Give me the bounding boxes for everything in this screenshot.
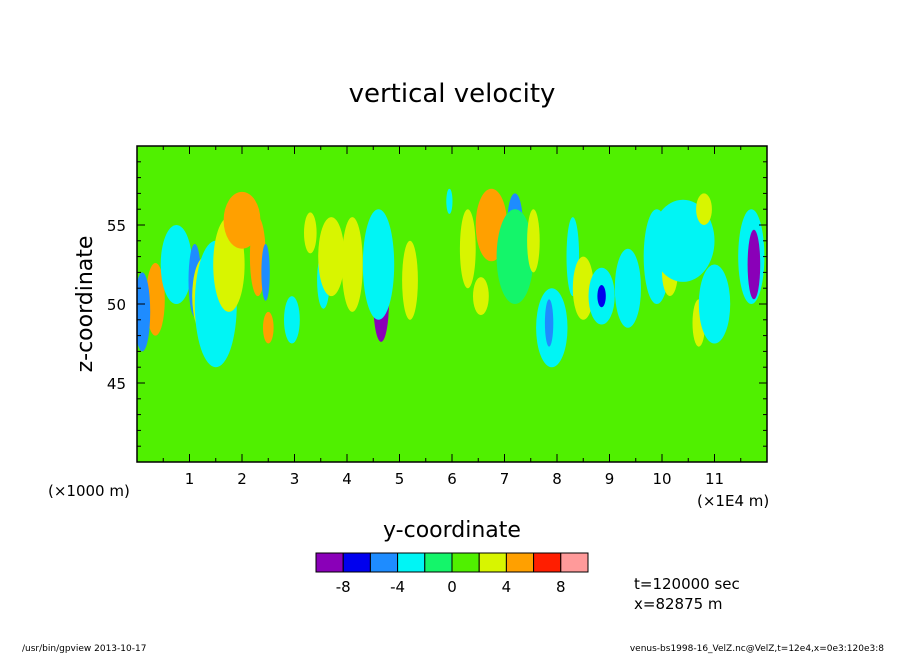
x-tick-label: 10 xyxy=(652,470,671,488)
field-feature-9 xyxy=(261,244,270,301)
field-feature-29 xyxy=(572,256,594,320)
field-feature-2 xyxy=(160,225,193,304)
footer-right: venus-bs1998-16_VelZ.nc@VelZ,t=12e4,x=0e… xyxy=(630,644,884,654)
field-feature-41 xyxy=(747,229,761,300)
x-unit-label: (×1E4 m) xyxy=(697,492,769,510)
field-feature-39 xyxy=(698,264,731,344)
field-feature-18 xyxy=(402,240,418,320)
colorbar-swatch xyxy=(560,552,589,573)
x-tick-label: 9 xyxy=(605,470,615,488)
position-label: x=82875 m xyxy=(634,595,723,613)
field-feature-12 xyxy=(304,212,317,254)
x-tick-label: 8 xyxy=(552,470,562,488)
field-feature-32 xyxy=(614,248,642,328)
y-tick-label: 55 xyxy=(107,217,126,235)
field-feature-31 xyxy=(597,285,606,308)
field-feature-38 xyxy=(696,193,712,225)
field-feature-15 xyxy=(341,217,363,312)
colorbar-swatch xyxy=(533,552,562,573)
y-tick-label: 45 xyxy=(107,375,126,393)
field-feature-1 xyxy=(137,272,151,352)
colorbar-swatch xyxy=(505,552,535,573)
colorbar-label: 0 xyxy=(447,578,457,596)
plot-area xyxy=(136,145,768,463)
field-feature-17 xyxy=(362,209,395,320)
y-tick-label: 50 xyxy=(107,296,126,314)
x-tick-label: 11 xyxy=(705,470,724,488)
colorbar-swatch xyxy=(478,552,507,573)
y-axis-title: z-coordinate xyxy=(73,236,98,373)
field-feature-10 xyxy=(263,311,274,344)
field-feature-7 xyxy=(223,191,261,249)
colorbar-swatch xyxy=(315,552,344,573)
field-feature-14 xyxy=(318,217,345,297)
field-feature-24 xyxy=(496,209,534,304)
colorbar-swatch xyxy=(424,552,453,573)
x-tick-label: 4 xyxy=(342,470,352,488)
field-feature-19 xyxy=(446,188,453,214)
footer-left: /usr/bin/gpview 2013-10-17 xyxy=(22,644,146,654)
x-tick-label: 3 xyxy=(290,470,300,488)
field-feature-21 xyxy=(473,277,489,316)
field-feature-25 xyxy=(527,209,540,273)
colorbar-swatch xyxy=(397,552,426,573)
field-feature-27 xyxy=(544,299,554,347)
chart-title: vertical velocity xyxy=(349,79,556,109)
x-tick-label: 7 xyxy=(500,470,510,488)
colorbar-label: -4 xyxy=(390,578,405,596)
x-tick-label: 6 xyxy=(447,470,457,488)
colorbar-label: -8 xyxy=(336,578,351,596)
x-tick-label: 2 xyxy=(237,470,247,488)
field-feature-11 xyxy=(284,296,300,344)
field-feature-0 xyxy=(146,263,165,336)
time-label: t=120000 sec xyxy=(634,575,740,593)
field-feature-20 xyxy=(459,209,476,289)
x-tick-label: 1 xyxy=(185,470,195,488)
colorbar xyxy=(315,552,589,573)
colorbar-swatch xyxy=(451,552,480,573)
x-tick-label: 5 xyxy=(395,470,405,488)
colorbar-label: 4 xyxy=(502,578,512,596)
colorbar-label: 8 xyxy=(556,578,566,596)
x-axis-title: y-coordinate xyxy=(383,518,521,543)
colorbar-swatch xyxy=(369,552,399,573)
colorbar-swatch xyxy=(342,552,371,573)
y-unit-label: (×1000 m) xyxy=(48,482,130,500)
